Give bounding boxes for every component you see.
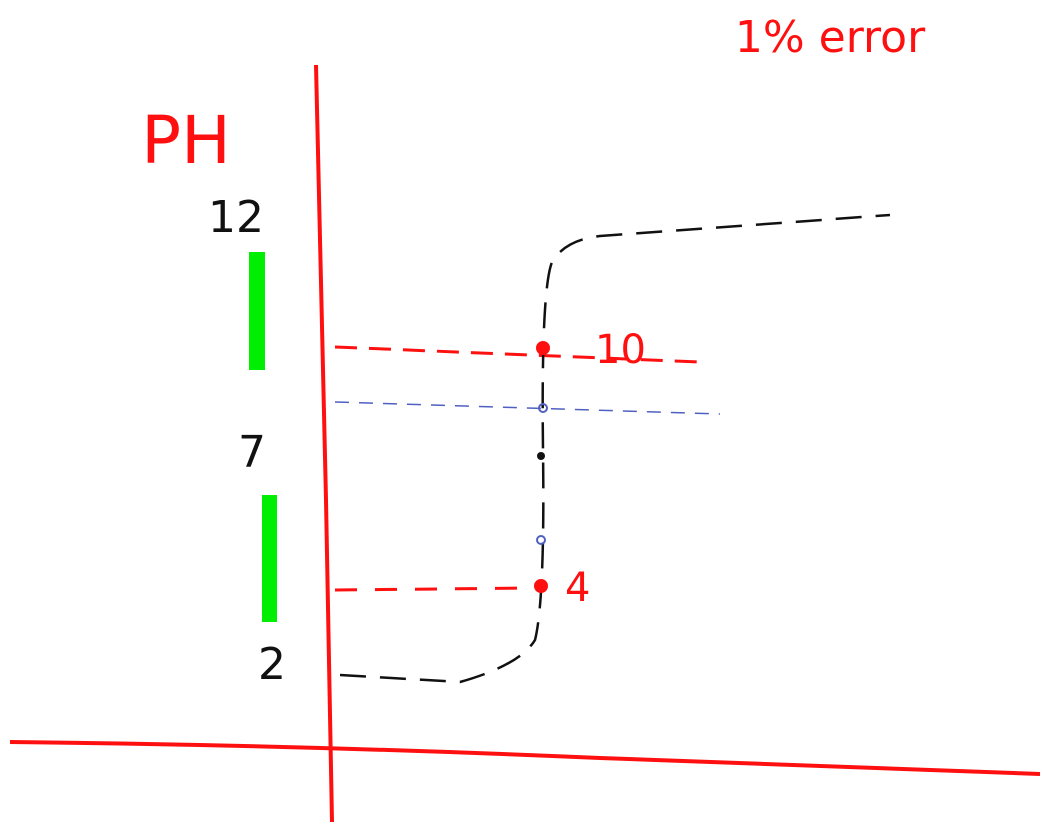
tick-label: 7: [238, 427, 266, 478]
curve: [340, 215, 890, 682]
point-label: 4: [565, 565, 590, 611]
point: [534, 579, 548, 593]
title: 1% error: [735, 12, 926, 63]
guide-line: [335, 402, 720, 414]
point: [537, 536, 545, 544]
range-bar: [262, 495, 277, 622]
y-axis: [316, 65, 332, 822]
axis-label: PH: [141, 102, 230, 179]
guide-line: [335, 588, 535, 590]
tick-label: 12: [208, 192, 264, 243]
x-axis: [10, 742, 1040, 774]
sketch: 1% error PH 12 7 2 10 4: [0, 0, 1042, 825]
point-label: 10: [595, 327, 646, 373]
point: [536, 341, 550, 355]
range-bar: [249, 252, 265, 370]
tick-label: 2: [258, 639, 286, 690]
point: [537, 452, 545, 460]
